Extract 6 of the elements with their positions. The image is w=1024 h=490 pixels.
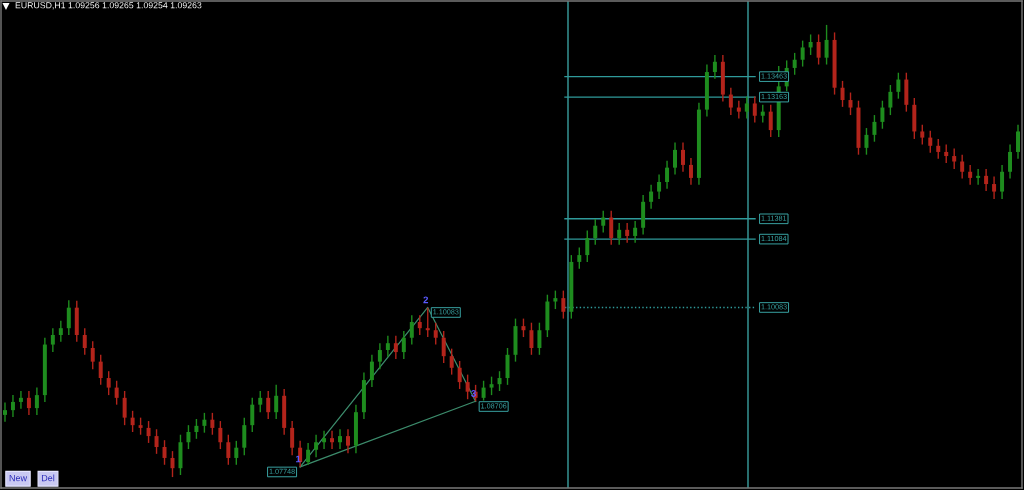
annotation: 2 (423, 296, 429, 304)
annotation: 1 (296, 455, 301, 463)
annotation: 3 (471, 389, 476, 397)
chart-title: EURUSD,H1 1.09256 1.09265 1.09254 1.09263 (15, 2, 202, 10)
annotation: Del (41, 474, 55, 482)
annotation: New (9, 474, 28, 482)
